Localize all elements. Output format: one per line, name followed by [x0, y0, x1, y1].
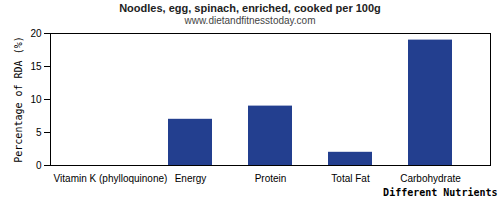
svg-text:Energy: Energy — [175, 173, 207, 184]
svg-text:10: 10 — [30, 94, 42, 105]
svg-text:20: 20 — [30, 28, 42, 39]
svg-text:Vitamin K (phylloquinone): Vitamin K (phylloquinone) — [54, 173, 168, 184]
svg-text:Different Nutrients: Different Nutrients — [383, 187, 497, 198]
svg-text:15: 15 — [30, 61, 42, 72]
svg-text:Percentage of RDA (%): Percentage of RDA (%) — [13, 36, 24, 162]
html-text:www.dietandfitnesstoday.com: www.dietandfitnesstoday.com — [184, 15, 316, 26]
svg-text:Carbohydrate: Carbohydrate — [400, 173, 461, 184]
svg-text:Protein: Protein — [255, 173, 287, 184]
svg-text:0: 0 — [36, 160, 42, 171]
svg-text:Total Fat: Total Fat — [331, 173, 370, 184]
svg-text:5: 5 — [36, 127, 42, 138]
html-text:Noodles, egg, spinach, enriche: Noodles, egg, spinach, enriched, cooked … — [119, 2, 381, 14]
